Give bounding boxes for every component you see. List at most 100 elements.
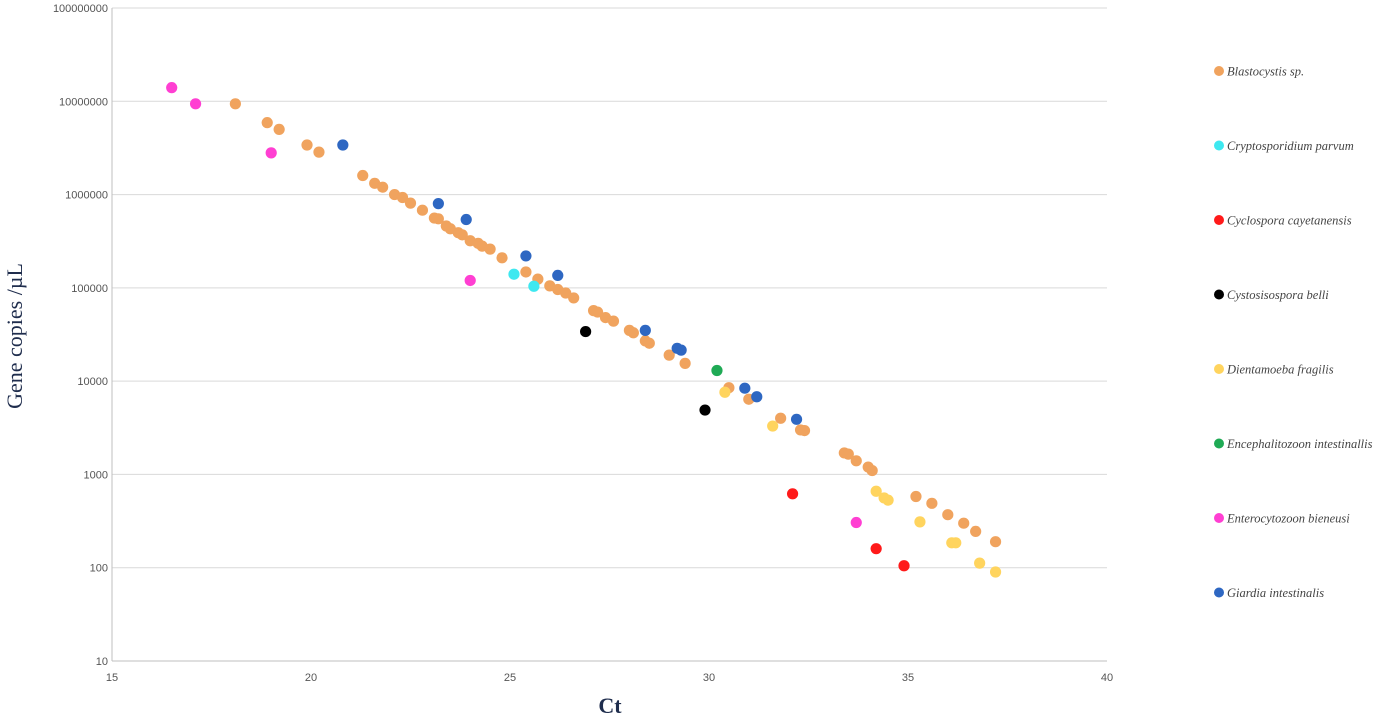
legend-label-enterocytozoon-bieneusi: Enterocytozoon bieneusi bbox=[1226, 512, 1350, 526]
legend-label-cryptosporidium-parvum: Cryptosporidium parvum bbox=[1227, 139, 1354, 153]
y-tick-label: 10000000 bbox=[59, 96, 108, 108]
point-encephalitozoon-intestinallis bbox=[711, 364, 723, 377]
legend-label-cyclospora-cayetanensis: Cyclospora cayetanensis bbox=[1227, 214, 1352, 228]
y-tick-label: 1000 bbox=[84, 469, 108, 481]
legend-label-encephalitozoon-intestinallis: Encephalitozoon intestinallis bbox=[1226, 437, 1373, 451]
point-blastocystis-sp bbox=[989, 536, 1002, 548]
point-blastocystis-sp bbox=[607, 315, 620, 327]
y-axis-title: Gene copies /µL bbox=[2, 263, 27, 409]
point-dientamoeba-fragilis bbox=[870, 485, 882, 497]
point-blastocystis-sp bbox=[958, 517, 970, 529]
point-blastocystis-sp bbox=[591, 306, 604, 318]
point-giardia-intestinalis bbox=[790, 413, 803, 425]
point-giardia-intestinalis bbox=[432, 198, 444, 210]
point-enterocytozoon-bieneusi bbox=[189, 98, 202, 110]
point-blastocystis-sp bbox=[970, 525, 982, 538]
point-cyclospora-cayetanensis bbox=[898, 560, 910, 572]
point-cystosisospora-belli bbox=[699, 404, 711, 416]
y-tick-label: 100 bbox=[90, 563, 108, 575]
point-giardia-intestinalis bbox=[520, 250, 532, 262]
point-blastocystis-sp bbox=[496, 252, 508, 264]
point-blastocystis-sp bbox=[484, 243, 496, 255]
gridlines bbox=[112, 7, 1107, 662]
point-blastocystis-sp bbox=[377, 181, 389, 193]
point-blastocystis-sp bbox=[520, 266, 532, 278]
y-tick-label: 10000 bbox=[77, 376, 108, 388]
point-enterocytozoon-bieneusi bbox=[850, 516, 862, 529]
point-cyclospora-cayetanensis bbox=[870, 543, 882, 555]
point-giardia-intestinalis bbox=[639, 324, 651, 336]
x-tick-label: 40 bbox=[1101, 672, 1113, 684]
point-blastocystis-sp bbox=[273, 123, 285, 135]
legend-marker-cryptosporidium-parvum bbox=[1214, 140, 1224, 151]
point-blastocystis-sp bbox=[926, 497, 938, 509]
point-blastocystis-sp bbox=[842, 448, 854, 460]
point-cystosisospora-belli bbox=[580, 325, 592, 338]
y-tick-label: 100000000 bbox=[53, 3, 108, 15]
point-giardia-intestinalis bbox=[751, 391, 763, 403]
x-tick-labels: 15 20 25 30 35 40 bbox=[106, 672, 1113, 684]
y-tick-labels: 10 100 1000 10000 100000 1000000 10000000 10000… bbox=[53, 3, 108, 668]
point-blastocystis-sp bbox=[416, 204, 429, 216]
point-dientamoeba-fragilis bbox=[914, 516, 926, 528]
y-tick-label: 10 bbox=[96, 656, 108, 668]
point-blastocystis-sp bbox=[229, 98, 241, 110]
point-cyclospora-cayetanensis bbox=[786, 488, 799, 500]
x-tick-label: 20 bbox=[305, 672, 317, 684]
point-giardia-intestinalis bbox=[739, 382, 751, 394]
y-tick-label: 100000 bbox=[71, 283, 108, 295]
point-blastocystis-sp bbox=[866, 464, 878, 477]
data-points bbox=[166, 82, 1002, 578]
legend-marker-encephalitozoon-intestinallis bbox=[1214, 438, 1224, 449]
point-giardia-intestinalis bbox=[460, 213, 472, 226]
point-blastocystis-sp bbox=[313, 146, 325, 158]
point-cryptosporidium-parvum bbox=[508, 268, 520, 280]
point-blastocystis-sp bbox=[456, 229, 468, 241]
point-enterocytozoon-bieneusi bbox=[464, 274, 476, 287]
legend-marker-cystosisospora-belli bbox=[1214, 289, 1224, 300]
x-tick-label: 15 bbox=[106, 672, 118, 684]
point-blastocystis-sp bbox=[301, 139, 313, 151]
y-tick-label: 1000000 bbox=[65, 190, 108, 202]
point-blastocystis-sp bbox=[261, 117, 273, 129]
legend-marker-cyclospora-cayetanensis bbox=[1214, 215, 1224, 225]
point-giardia-intestinalis bbox=[675, 344, 687, 356]
legend-marker-dientamoeba-fragilis bbox=[1214, 364, 1224, 374]
legend: Blastocystis sp. Cryptosporidium parvum Cy… bbox=[1214, 65, 1373, 600]
x-tick-label: 35 bbox=[902, 672, 914, 684]
point-blastocystis-sp bbox=[798, 425, 811, 437]
point-dientamoeba-fragilis bbox=[882, 494, 894, 506]
point-dientamoeba-fragilis bbox=[989, 566, 1002, 578]
x-tick-label: 30 bbox=[703, 672, 715, 684]
point-blastocystis-sp bbox=[357, 169, 369, 182]
legend-label-blastocystis-sp: Blastocystis sp. bbox=[1227, 65, 1304, 79]
point-blastocystis-sp bbox=[850, 455, 862, 467]
x-tick-label: 25 bbox=[504, 672, 516, 684]
point-blastocystis-sp bbox=[910, 490, 922, 503]
point-giardia-intestinalis bbox=[337, 139, 349, 151]
legend-marker-blastocystis-sp bbox=[1214, 66, 1224, 76]
point-enterocytozoon-bieneusi bbox=[265, 147, 277, 159]
point-dientamoeba-fragilis bbox=[767, 420, 779, 432]
point-blastocystis-sp bbox=[663, 349, 675, 361]
legend-marker-enterocytozoon-bieneusi bbox=[1214, 513, 1224, 523]
point-blastocystis-sp bbox=[568, 292, 580, 304]
legend-label-cystosisospora-belli: Cystosisospora belli bbox=[1227, 288, 1329, 302]
point-dientamoeba-fragilis bbox=[719, 386, 731, 398]
point-blastocystis-sp bbox=[942, 509, 954, 521]
point-blastocystis-sp bbox=[643, 337, 655, 349]
point-blastocystis-sp bbox=[775, 412, 787, 424]
point-blastocystis-sp bbox=[404, 197, 417, 209]
point-dientamoeba-fragilis bbox=[974, 557, 986, 569]
point-dientamoeba-fragilis bbox=[950, 537, 962, 549]
point-blastocystis-sp bbox=[627, 327, 639, 339]
point-blastocystis-sp bbox=[396, 191, 409, 204]
axes bbox=[111, 8, 1107, 662]
point-blastocystis-sp bbox=[432, 213, 444, 225]
point-cryptosporidium-parvum bbox=[528, 280, 540, 292]
x-axis-title: Ct bbox=[598, 693, 622, 717]
legend-label-dientamoeba-fragilis: Dientamoeba fragilis bbox=[1226, 363, 1334, 377]
legend-label-giardia-intestinalis: Giardia intestinalis bbox=[1227, 586, 1324, 600]
point-giardia-intestinalis bbox=[552, 269, 564, 281]
